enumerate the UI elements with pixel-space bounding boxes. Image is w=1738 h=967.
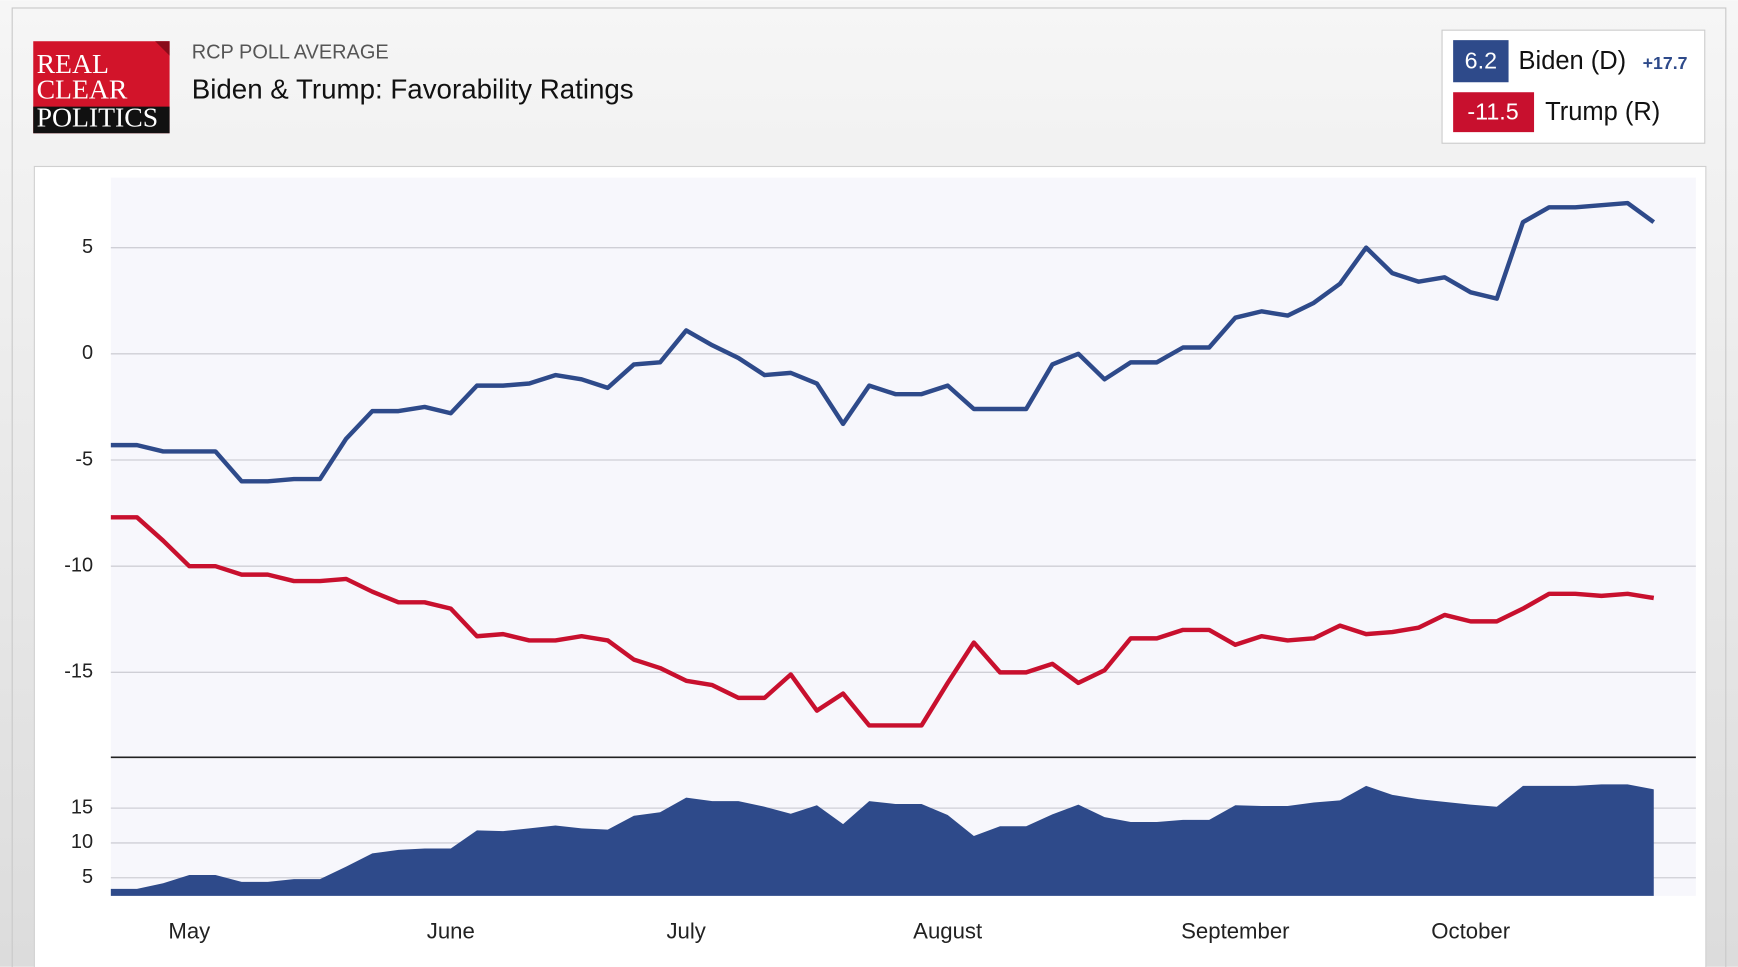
logo-corner (155, 41, 170, 56)
series-line (110, 200, 1656, 484)
y-tick-label: 10 (71, 831, 93, 853)
y-tick-label: -10 (64, 554, 93, 576)
logo-text: CLEAR (37, 74, 128, 105)
y-tick-label: -5 (75, 448, 93, 470)
legend-value: 6.2 (1465, 47, 1497, 73)
legend-swatch (1453, 40, 1509, 83)
y-tick-label: 5 (82, 866, 93, 888)
frame (11, 7, 1727, 967)
x-tick-label: June (427, 918, 475, 943)
y-tick-label: -15 (64, 661, 93, 683)
logo-text: REAL (37, 48, 109, 79)
logo: REAL CLEAR POLITICS (33, 41, 170, 134)
kicker: RCP POLL AVERAGE (192, 42, 389, 64)
legend-label: Biden (D) (1519, 47, 1627, 75)
legend-label: Trump (R) (1545, 98, 1660, 126)
plot-bg (110, 177, 1696, 896)
y-tick-label: 15 (71, 796, 93, 818)
legend-swatch (1453, 92, 1535, 133)
logo-band (33, 106, 170, 134)
logo-text: POLITICS (37, 101, 159, 132)
chart-title: Biden & Trump: Favorability Ratings (192, 73, 634, 104)
x-tick-label: October (1431, 918, 1510, 943)
legend-value: -11.5 (1467, 98, 1518, 124)
y-tick-label: 5 (82, 236, 93, 258)
y-tick-label: 0 (82, 342, 93, 364)
series-line (110, 515, 1655, 728)
x-tick-label: July (666, 918, 706, 943)
x-tick-label: August (913, 918, 982, 943)
x-tick-label: September (1181, 918, 1290, 943)
spread-area (110, 784, 1654, 896)
legend-spread: +17.7 (1643, 53, 1688, 73)
x-tick-label: May (168, 918, 211, 943)
legend: 6.2 Biden (D) +17.7 -11.5 Trump (R) (1441, 29, 1706, 144)
